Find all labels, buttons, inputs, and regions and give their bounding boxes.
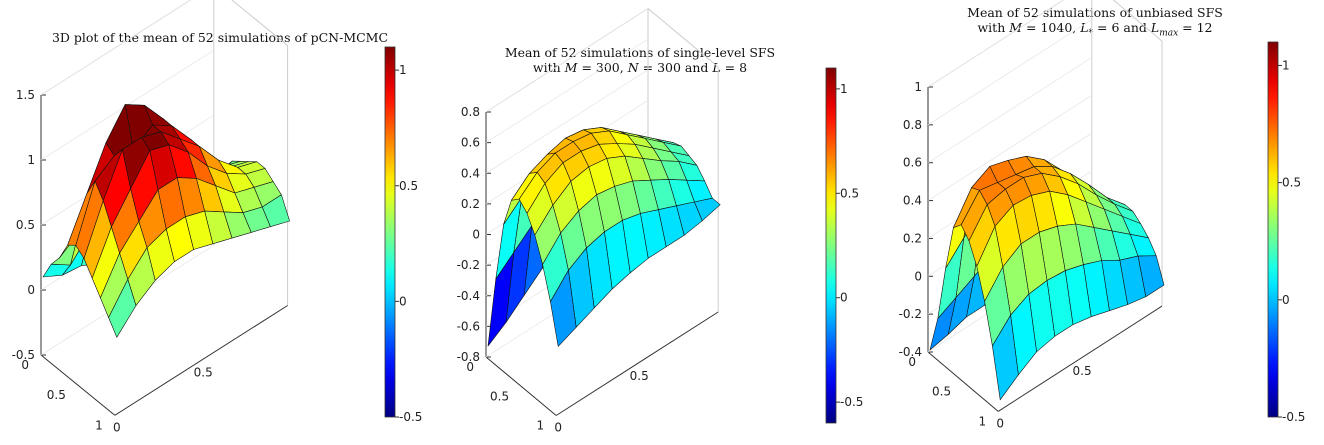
chart-2-x-tick-label: 0: [466, 360, 474, 374]
chart-2-y-axis: [555, 311, 719, 416]
chart-3-colorbar-tick-label: -0.5: [1282, 410, 1305, 424]
chart-1-z-tick-label: 1: [27, 153, 35, 167]
chart-1-z-tick-label: 1.5: [16, 88, 35, 102]
chart-1-colorbar-tick-label: 1: [399, 63, 407, 77]
chart-2-colorbar-tick-label: 0: [840, 291, 848, 305]
chart-3-z-gridline: [927, 0, 1065, 88]
chart-2-z-gridline: [485, 69, 649, 174]
chart-1-top-edge-left: [40, 0, 192, 96]
chart-3-x-tick-label: 1: [979, 414, 987, 428]
chart-3-z-tick-label: 0.2: [903, 231, 922, 245]
chart-2-z-tick-label: -0.2: [457, 258, 480, 272]
chart-1-title-line-1: 3D plot of the mean of 52 simulations of…: [51, 30, 389, 45]
chart-1-colorbar: [384, 46, 396, 418]
chart-2-title: Mean of 52 simulations of single-level S…: [455, 45, 825, 75]
chart-3-y-tick-label: 0.5: [1073, 364, 1092, 378]
chart-2-top-edge-right: [647, 8, 719, 68]
chart-1-x-tick-label: 1: [95, 418, 103, 432]
chart-3-title-line-1: Mean of 52 simulations of unbiased SFS: [967, 5, 1223, 20]
chart-3-z-tick-label: 0.4: [903, 194, 922, 208]
chart-3-z-tick-label: 0: [914, 269, 922, 283]
chart-2-z-tick-label: 0.8: [461, 105, 480, 119]
chart-3-colorbar-tick-label: 0: [1282, 293, 1290, 307]
chart-2-z-tick-label: -0.4: [457, 289, 480, 303]
chart-3-x-axis: [927, 351, 999, 412]
chart-2-z-tick-label: -0.8: [457, 350, 480, 364]
chart-1-y-axis: [114, 305, 288, 416]
chart-3-x-tick-label: 0: [908, 355, 916, 369]
chart-2-z-tick-label: 0: [472, 228, 480, 242]
chart-1-colorbar-tick-label: 0: [399, 294, 407, 308]
chart-3-z-gridline: [927, 19, 1093, 126]
chart-2-z-tick-label: 0.6: [461, 136, 480, 150]
chart-2-colorbar-tick-label: -0.5: [840, 395, 863, 409]
chart-3-top-edge-left: [927, 0, 1065, 88]
chart-2-colorbar-tick-label: 1: [840, 82, 848, 96]
chart-3-z-gridline: [927, 57, 1093, 164]
chart-2-z-gridline: [485, 38, 649, 143]
chart-3-surface-patch: [992, 314, 1019, 401]
chart-1-z-gridline: [40, 0, 192, 96]
chart-3-z-tick-label: 1: [914, 80, 922, 94]
chart-3-z-tick-label: -0.4: [899, 345, 922, 359]
chart-3-colorbar-tick-label: 1: [1282, 58, 1290, 72]
chart-3-z-tick-label: 0.6: [903, 156, 922, 170]
chart-1-colorbar-tick-label: -0.5: [399, 410, 422, 424]
chart-2-y-tick-label: 0.5: [630, 369, 649, 383]
chart-3-colorbar-tick-label: 0.5: [1282, 176, 1301, 190]
chart-1-surface-patch: [108, 279, 137, 338]
chart-2-x-tick-label: 1: [537, 419, 545, 433]
chart-2-z-gridline: [485, 8, 649, 113]
chart-3-x-tick-label: 0.5: [932, 385, 951, 399]
chart-3-title: Mean of 52 simulations of unbiased SFS w…: [915, 5, 1275, 42]
chart-3-top-edge-right: [1112, 0, 1163, 42]
chart-2-x-tick-label: 0.5: [490, 389, 509, 403]
chart-2-z-tick-label: -0.6: [457, 319, 480, 333]
chart-1-x-tick-label: 0: [21, 358, 29, 372]
chart-3-z-tick-label: -0.2: [899, 307, 922, 321]
chart-2-x-axis: [485, 356, 557, 416]
chart-2-surface-patch: [550, 269, 577, 347]
chart-3-colorbar: [1267, 41, 1279, 418]
chart-2-title-line-2: with M = 300, N = 300 and L = 8: [532, 60, 748, 75]
chart-1-z-tick-label: 0.5: [16, 218, 35, 232]
chart-2-z-tick-label: 0.2: [461, 197, 480, 211]
chart-2-y-tick-label: 0: [554, 421, 562, 435]
chart-3-y-axis: [997, 305, 1163, 412]
chart-3-y-tick-label: 0: [996, 416, 1004, 430]
chart-1-x-tick-label: 0.5: [47, 388, 66, 402]
chart-1-top-edge-right: [231, 0, 288, 46]
chart-1-title: 3D plot of the mean of 52 simulations of…: [20, 30, 420, 45]
chart-1-z-tick-label: -0.5: [12, 348, 35, 362]
chart-1-colorbar-tick-label: 0.5: [399, 179, 418, 193]
chart-1-y-tick-label: 0: [113, 420, 121, 434]
chart-1-y-tick-label: 0.5: [194, 365, 213, 379]
chart-3-z-tick-label: 0.8: [903, 118, 922, 132]
chart-2-colorbar: [825, 67, 837, 424]
chart-3-title-line-2: with M = 1040, L* = 6 and Lmax = 12: [977, 20, 1213, 39]
chart-1-z-tick-label: 0: [27, 283, 35, 297]
chart-2-colorbar-tick-label: 0.5: [840, 186, 859, 200]
chart-3-z-gridline: [927, 94, 1093, 201]
chart-2-z-tick-label: 0.4: [461, 166, 480, 180]
chart-1-x-axis: [40, 354, 116, 416]
